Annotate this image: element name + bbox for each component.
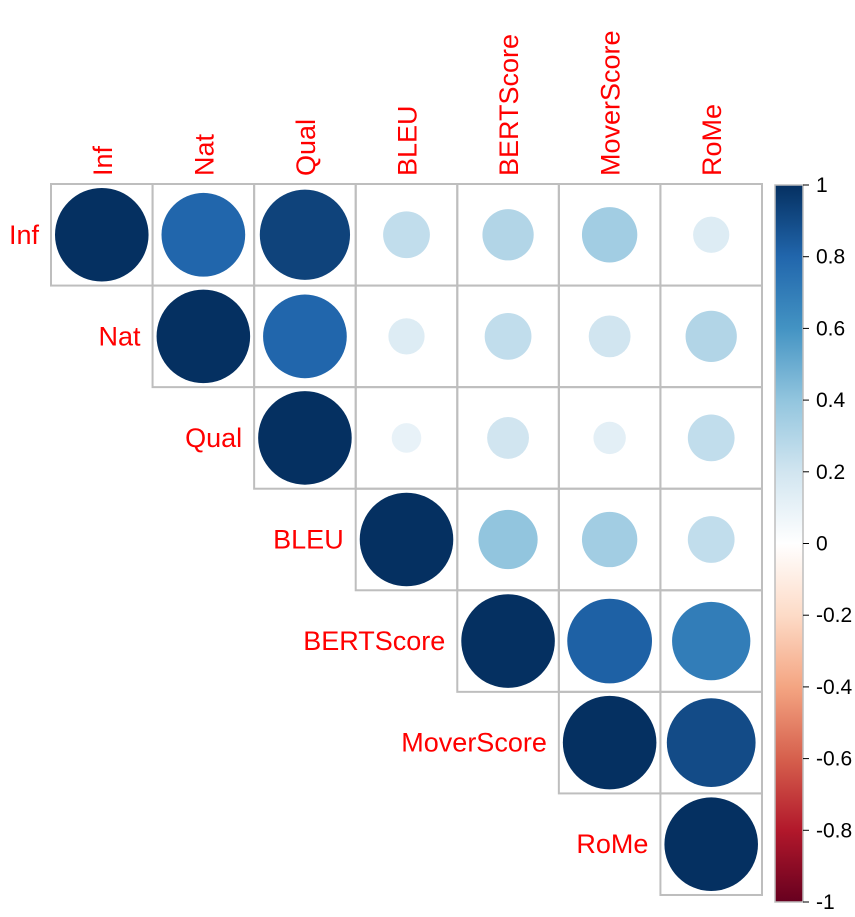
corr-circle-moverscore-rome xyxy=(666,698,756,788)
corr-circle-qual-rome xyxy=(687,414,735,462)
colorbar-tick-label: -0.4 xyxy=(816,676,853,699)
col-label-nat: Nat xyxy=(189,133,219,176)
corr-circle-bertscore-bertscore xyxy=(461,594,555,688)
row-label-nat: Nat xyxy=(99,321,142,351)
col-label-qual: Qual xyxy=(291,119,321,176)
col-label-rome: RoMe xyxy=(697,104,727,176)
grid-cell xyxy=(659,792,763,896)
corr-circle-bleu-moverscore xyxy=(581,511,638,568)
corr-circle-nat-bertscore xyxy=(484,312,532,360)
row-label-rome: RoMe xyxy=(576,829,648,859)
colorbar-tick-label: 1 xyxy=(816,174,828,197)
grid xyxy=(50,183,763,896)
colorbar-tick-label: 0.8 xyxy=(816,246,845,269)
corr-circle-moverscore-moverscore xyxy=(562,695,657,790)
corr-circle-bleu-bertscore xyxy=(478,509,538,570)
corr-circle-inf-qual xyxy=(259,189,351,280)
colorbar-tick-label: 0.2 xyxy=(816,461,845,484)
corr-circle-bertscore-rome xyxy=(672,601,751,681)
corr-circle-qual-qual xyxy=(258,391,352,485)
corr-circle-nat-rome xyxy=(685,310,737,362)
variable-labels: Inf Nat Qual BLEU BERTScore MoverScore RoMe Inf… xyxy=(9,30,727,859)
corr-circle-inf-moverscore xyxy=(581,207,638,263)
corr-circle-qual-moverscore xyxy=(593,421,626,455)
colorbar-tick-label: -1 xyxy=(816,891,835,914)
correlation-circles xyxy=(55,188,758,891)
colorbar-tick-label: 0.6 xyxy=(816,317,845,340)
colorbar-tick-label: -0.8 xyxy=(816,819,852,842)
corr-circle-nat-nat xyxy=(156,289,251,384)
corr-circle-inf-bertscore xyxy=(482,209,534,261)
row-label-moverscore: MoverScore xyxy=(401,728,547,758)
colorbar-tick-label: -0.6 xyxy=(816,748,852,771)
corr-circle-inf-inf xyxy=(55,188,149,282)
corr-circle-inf-bleu xyxy=(383,211,430,259)
col-label-bleu: BLEU xyxy=(393,105,423,176)
corr-circle-nat-qual xyxy=(263,294,347,379)
colorbar: 1 0.8 0.6 0.4 0.2 0 -0.2 -0.4 -0.6 -0.8 -1 xyxy=(774,174,853,914)
corr-circle-nat-bleu xyxy=(388,318,425,355)
row-label-qual: Qual xyxy=(185,423,242,453)
corr-circle-rome-rome xyxy=(664,797,758,891)
colorbar-tick-label: -0.2 xyxy=(816,604,852,627)
col-label-moverscore: MoverScore xyxy=(596,30,626,176)
corr-circle-bertscore-moverscore xyxy=(567,598,652,684)
row-label-bleu: BLEU xyxy=(273,525,344,555)
row-label-inf: Inf xyxy=(9,220,40,250)
colorbar-tick-label: 0.4 xyxy=(816,389,846,412)
corr-circle-bleu-bleu xyxy=(359,492,454,587)
colorbar-tick-label: 0 xyxy=(816,533,828,556)
corr-circle-bleu-rome xyxy=(687,516,735,563)
corr-circle-qual-bleu xyxy=(391,423,422,453)
row-label-bertscore: BERTScore xyxy=(303,626,445,656)
corr-circle-nat-moverscore xyxy=(588,315,631,358)
corr-circle-inf-nat xyxy=(161,192,246,277)
col-label-inf: Inf xyxy=(88,145,118,176)
corr-circle-inf-rome xyxy=(693,216,730,253)
colorbar-gradient xyxy=(774,184,804,903)
col-label-bertscore: BERTScore xyxy=(494,34,524,176)
corr-circle-qual-bertscore xyxy=(487,417,529,459)
